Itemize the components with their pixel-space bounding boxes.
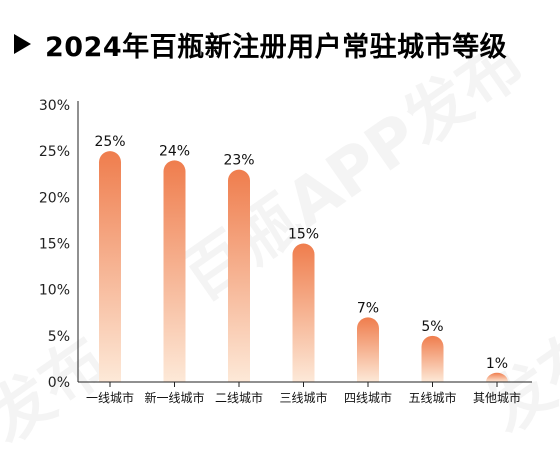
bar-chart: 0% 5% 10% 15% 20% 25% 30% 25% 24% 23% 15% 7% 5% 1% 一…	[39, 98, 532, 405]
data-label: 24%	[159, 143, 190, 159]
data-label: 7%	[357, 300, 379, 316]
data-label: 23%	[223, 153, 254, 169]
data-label: 5%	[421, 319, 443, 335]
x-tick-label: 四线城市	[344, 390, 392, 405]
y-axis: 0% 5% 10% 15% 20% 25% 30%	[39, 98, 79, 391]
data-label: 25%	[94, 134, 125, 150]
y-tick-label: 0%	[48, 375, 70, 391]
data-label: 1%	[486, 356, 508, 372]
bar	[421, 335, 444, 382]
bar	[486, 372, 508, 382]
y-tick-label: 10%	[39, 283, 70, 299]
bars	[99, 151, 508, 382]
x-tick-label: 二线城市	[215, 390, 263, 405]
x-tick-label: 其他城市	[473, 390, 521, 405]
chart-header: 2024年百瓶新注册用户常驻城市等级	[14, 20, 507, 68]
y-tick-label: 15%	[39, 237, 70, 253]
chart-title: 2024年百瓶新注册用户常驻城市等级	[45, 31, 508, 63]
bar	[292, 243, 315, 382]
bar	[163, 160, 186, 382]
x-tick-label: 三线城市	[279, 390, 327, 405]
x-tick-label: 一线城市	[86, 390, 134, 405]
y-tick-label: 30%	[39, 98, 70, 114]
bar	[99, 151, 121, 382]
x-tick-label: 五线城市	[408, 390, 456, 405]
data-label: 15%	[288, 227, 319, 243]
x-axis: 一线城市 新一线城市 二线城市 三线城市 四线城市 五线城市 其他城市	[78, 381, 532, 405]
bar	[357, 317, 379, 382]
y-tick-label: 5%	[48, 329, 70, 345]
data-labels: 25% 24% 23% 15% 7% 5% 1%	[94, 134, 508, 372]
play-triangle-icon	[14, 34, 31, 54]
bar	[228, 169, 250, 382]
y-tick-label: 20%	[39, 190, 70, 206]
x-tick-label: 新一线城市	[144, 390, 204, 405]
y-tick-label: 25%	[39, 144, 70, 160]
